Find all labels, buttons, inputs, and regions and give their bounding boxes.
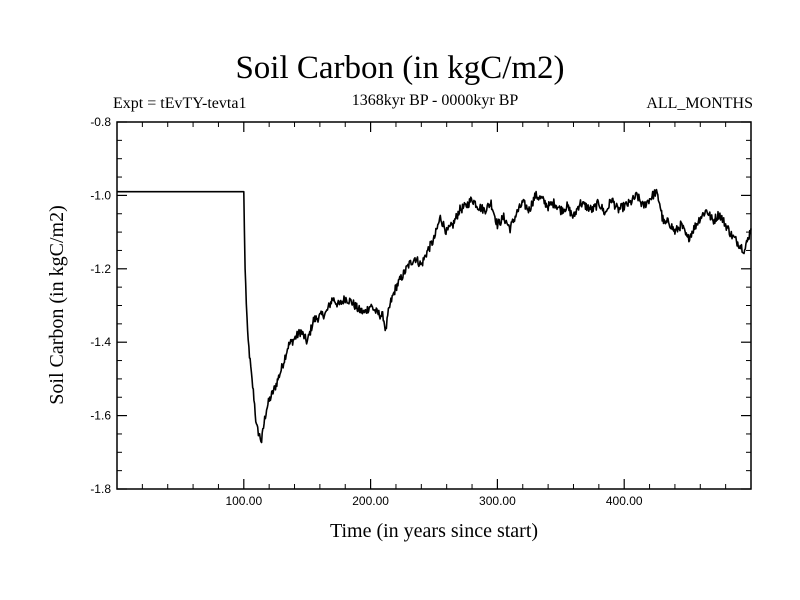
y-tick-label: -0.8: [90, 115, 111, 129]
plot-frame: [116, 121, 752, 490]
y-tick-label: -1.4: [90, 335, 111, 349]
months-label: ALL_MONTHS: [646, 95, 753, 112]
series-layer: [116, 188, 752, 444]
y-tick-label: -1.2: [90, 262, 111, 276]
x-tick-label: 300.00: [479, 494, 516, 508]
time-range-label: 1368kyr BP - 0000kyr BP: [351, 92, 519, 109]
x-axis-label: Time (in years since start): [330, 520, 538, 542]
tick-labels: 100.00 200.00 300.00 400.00 -1.8 -1.6 -1.4 -1.2…: [90, 115, 643, 508]
series-line-soil-carbon: [116, 188, 752, 444]
y-tick-label: -1.0: [90, 188, 111, 202]
y-axis-label: Soil Carbon (in kgC/m2): [46, 205, 68, 404]
x-tick-label: 200.00: [352, 494, 389, 508]
y-tick-label: -1.6: [90, 409, 111, 423]
axis-ticks: [117, 121, 751, 490]
x-tick-label: 400.00: [606, 494, 643, 508]
y-tick-label: -1.8: [90, 482, 111, 496]
experiment-label: Expt = tEvTY-tevta1: [113, 95, 247, 112]
x-tick-label: 100.00: [225, 494, 262, 508]
chart-title: Soil Carbon (in kgC/m2): [235, 50, 565, 86]
